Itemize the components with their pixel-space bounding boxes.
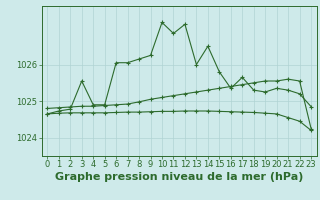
X-axis label: Graphe pression niveau de la mer (hPa): Graphe pression niveau de la mer (hPa) [55, 172, 303, 182]
